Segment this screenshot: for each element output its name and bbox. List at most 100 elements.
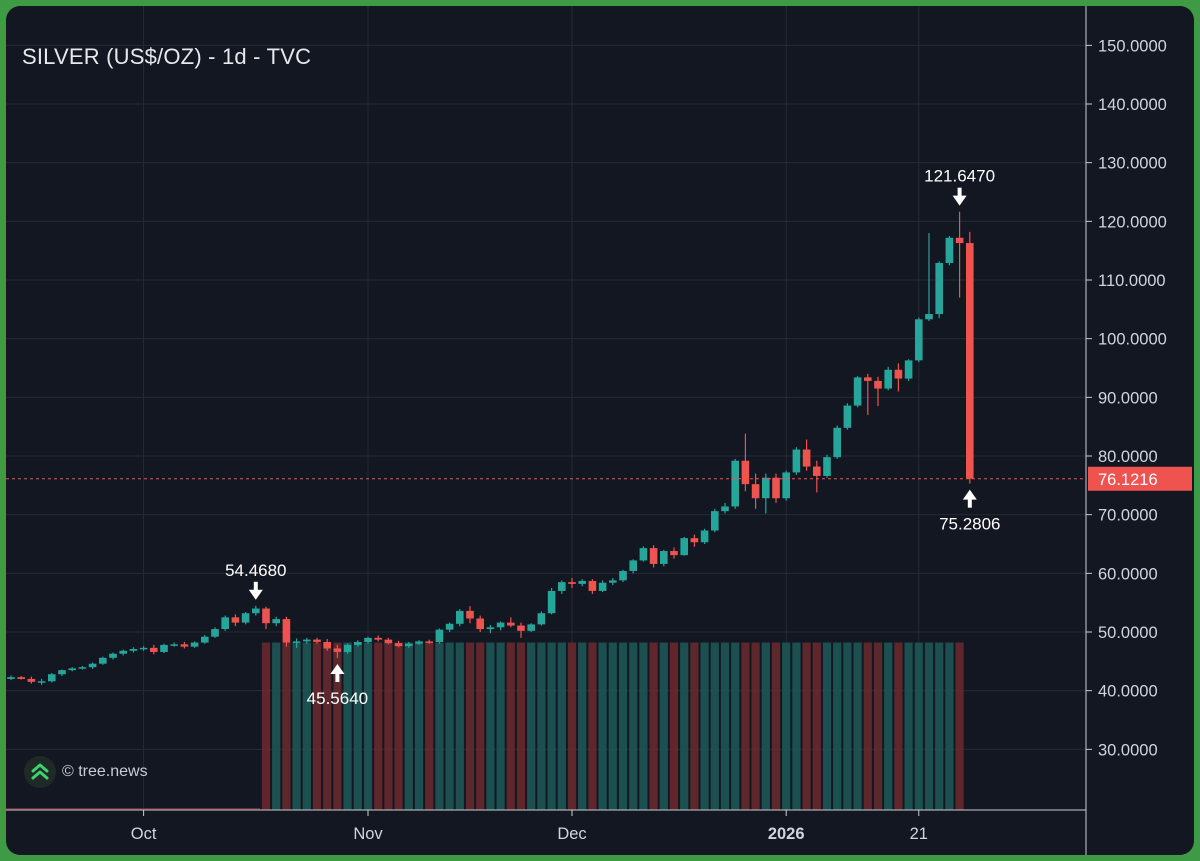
time-tick-label: 21 [910, 825, 928, 843]
candle-body [252, 608, 260, 614]
candle [649, 545, 658, 568]
candle-body [139, 647, 148, 650]
candle [37, 678, 46, 685]
candlestick-chart[interactable]: 54.4680 45.5640 121.6470 75.2806 30.0000 40.… [6, 6, 1194, 855]
candle-body [221, 617, 229, 630]
candle [272, 616, 280, 627]
candle [262, 606, 270, 630]
candle [884, 366, 892, 391]
annotation-label: 121.6470 [924, 167, 995, 186]
candle [792, 447, 801, 475]
candle [58, 669, 66, 676]
candle-body [292, 641, 301, 643]
candle [660, 549, 668, 567]
candle-body [119, 650, 127, 654]
volume-bar [394, 642, 403, 810]
candle-body [48, 674, 56, 682]
candle [313, 637, 321, 644]
candle [711, 508, 719, 533]
candle-body [843, 405, 852, 428]
candle [843, 403, 852, 430]
candle [945, 236, 954, 266]
candle [782, 470, 790, 501]
candle [853, 376, 862, 408]
volume-bar [741, 642, 750, 810]
volume-bar [414, 642, 424, 810]
volume-bar [598, 642, 607, 810]
candle-body [7, 677, 15, 679]
candle-body [211, 629, 219, 637]
candle [670, 547, 678, 559]
watermark: © tree.news [24, 756, 148, 788]
arrow-down-icon [952, 195, 967, 206]
candle-body [813, 466, 821, 476]
candle-body [333, 648, 342, 652]
volume-bar [333, 642, 342, 810]
price-tick-label: 40.0000 [1098, 683, 1158, 701]
candle [558, 580, 566, 594]
candle-body [456, 610, 464, 624]
chart-title: SILVER (US$/OZ) - 1d - TVC [22, 44, 312, 69]
candle [925, 233, 933, 322]
candle [415, 640, 423, 645]
candle-body [364, 637, 372, 642]
volume-bar [353, 642, 362, 810]
time-tick-label: Oct [131, 825, 157, 843]
candle-body [313, 639, 321, 642]
candle [68, 667, 76, 672]
candle [813, 460, 821, 493]
candle-body [466, 610, 474, 619]
volume-bar [476, 642, 485, 810]
candle-body [537, 613, 546, 625]
candle-body [680, 538, 688, 556]
candle [609, 578, 617, 586]
candle-body [99, 657, 107, 664]
candle-body [496, 622, 505, 628]
volume-bars [6, 642, 964, 810]
volume-bar [853, 642, 862, 810]
candle [109, 652, 117, 660]
price-tick-label: 110.0000 [1098, 272, 1166, 290]
volume-bar [261, 642, 271, 810]
candle [904, 359, 913, 381]
candle [955, 211, 964, 298]
candle [445, 622, 454, 632]
volume-bar [567, 642, 577, 810]
candle [741, 433, 750, 492]
candle [180, 641, 189, 649]
candle-body [639, 548, 648, 561]
volume-bar [435, 642, 444, 810]
candle-body [619, 570, 627, 581]
candle [333, 644, 342, 659]
candle [435, 628, 444, 644]
price-annotation: 54.4680 [225, 561, 287, 600]
time-tick-label: 2026 [768, 825, 805, 843]
volume-bar [557, 642, 566, 810]
volume-bar [302, 642, 311, 810]
candle-body [762, 477, 770, 499]
candle [221, 615, 229, 631]
candle-body [323, 641, 331, 649]
candle-body [782, 472, 790, 499]
candle-body [802, 449, 811, 467]
volume-bar [343, 642, 352, 810]
volume-bar [720, 642, 730, 810]
chart-frame: 54.4680 45.5640 121.6470 75.2806 30.0000 40.… [6, 6, 1194, 855]
watermark-text: © tree.news [62, 763, 148, 780]
volume-bar [649, 642, 658, 810]
candle [88, 662, 97, 669]
candle-body [190, 642, 199, 647]
volume-bar [843, 642, 852, 810]
candle [690, 534, 699, 547]
candle [598, 580, 607, 593]
volume-bar [680, 642, 689, 810]
candle-body [792, 449, 801, 473]
time-axis[interactable]: Oct Nov Dec 2026 21 [6, 809, 1086, 843]
volume-bar [629, 642, 638, 810]
candle [619, 569, 627, 583]
annotation-label: 54.4680 [225, 561, 286, 580]
price-axis[interactable]: 30.0000 40.0000 50.0000 60.0000 70.0000 80.00… [1085, 6, 1192, 855]
price-tick-label: 60.0000 [1098, 565, 1158, 583]
candle-body [517, 625, 525, 631]
candle-body [405, 643, 413, 647]
